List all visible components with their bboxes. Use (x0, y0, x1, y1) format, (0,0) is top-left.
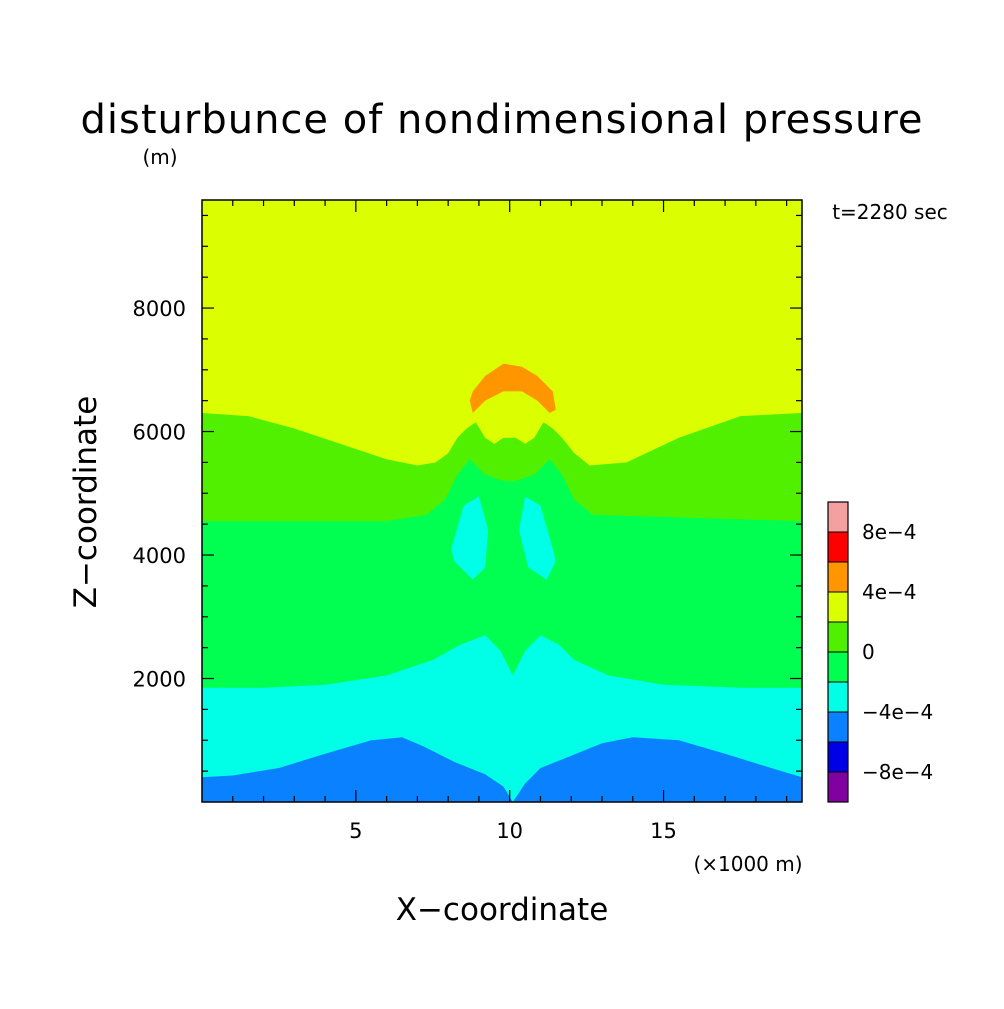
y-tick-label: 6000 (133, 421, 186, 445)
colorbar-swatch (828, 532, 848, 562)
plot-frame (201, 199, 803, 803)
colorbar-swatch (828, 562, 848, 592)
colorbar-swatch (828, 712, 848, 742)
colorbar-label: −8e−4 (862, 760, 933, 784)
axis-ticks (202, 200, 802, 802)
y-tick-labels: 2000 4000 6000 8000 (133, 297, 186, 691)
time-label: t=2280 sec (832, 200, 948, 224)
colorbar-swatch (828, 592, 848, 622)
y-unit-label: (m) (142, 145, 177, 169)
colorbar-swatch (828, 652, 848, 682)
chart-title: disturbunce of nondimensional pressure (81, 97, 924, 143)
contour-region-7 (518, 496, 556, 580)
x-tick-labels: 5 10 15 (349, 819, 677, 843)
x-tick-label: 10 (496, 819, 523, 843)
colorbar-label: 0 (862, 640, 875, 664)
colorbar-swatch (828, 502, 848, 532)
y-tick-label: 2000 (133, 668, 186, 692)
y-axis-title: Z−coordinate (68, 396, 104, 609)
colorbar-label: 8e−4 (862, 520, 917, 544)
x-unit-label: (×1000 m) (693, 852, 802, 876)
colorbar-swatch (828, 682, 848, 712)
x-axis-title: X−coordinate (396, 892, 609, 928)
x-tick-label: 15 (650, 819, 677, 843)
colorbar-swatch (828, 622, 848, 652)
colorbar-label: −4e−4 (862, 700, 933, 724)
colorbar-swatch (828, 772, 848, 802)
y-tick-label: 4000 (133, 544, 186, 568)
x-tick-label: 5 (349, 819, 362, 843)
contour-region-5 (202, 737, 802, 802)
contour-fill-layer (202, 200, 802, 802)
contour-region-8 (469, 363, 556, 413)
colorbar-label: 4e−4 (862, 580, 917, 604)
contour-region-6 (451, 496, 489, 580)
colorbar-swatch (828, 742, 848, 772)
colorbar: 8e−4 4e−4 0 −4e−4 −8e−4 (827, 501, 933, 803)
y-tick-label: 8000 (133, 297, 186, 321)
